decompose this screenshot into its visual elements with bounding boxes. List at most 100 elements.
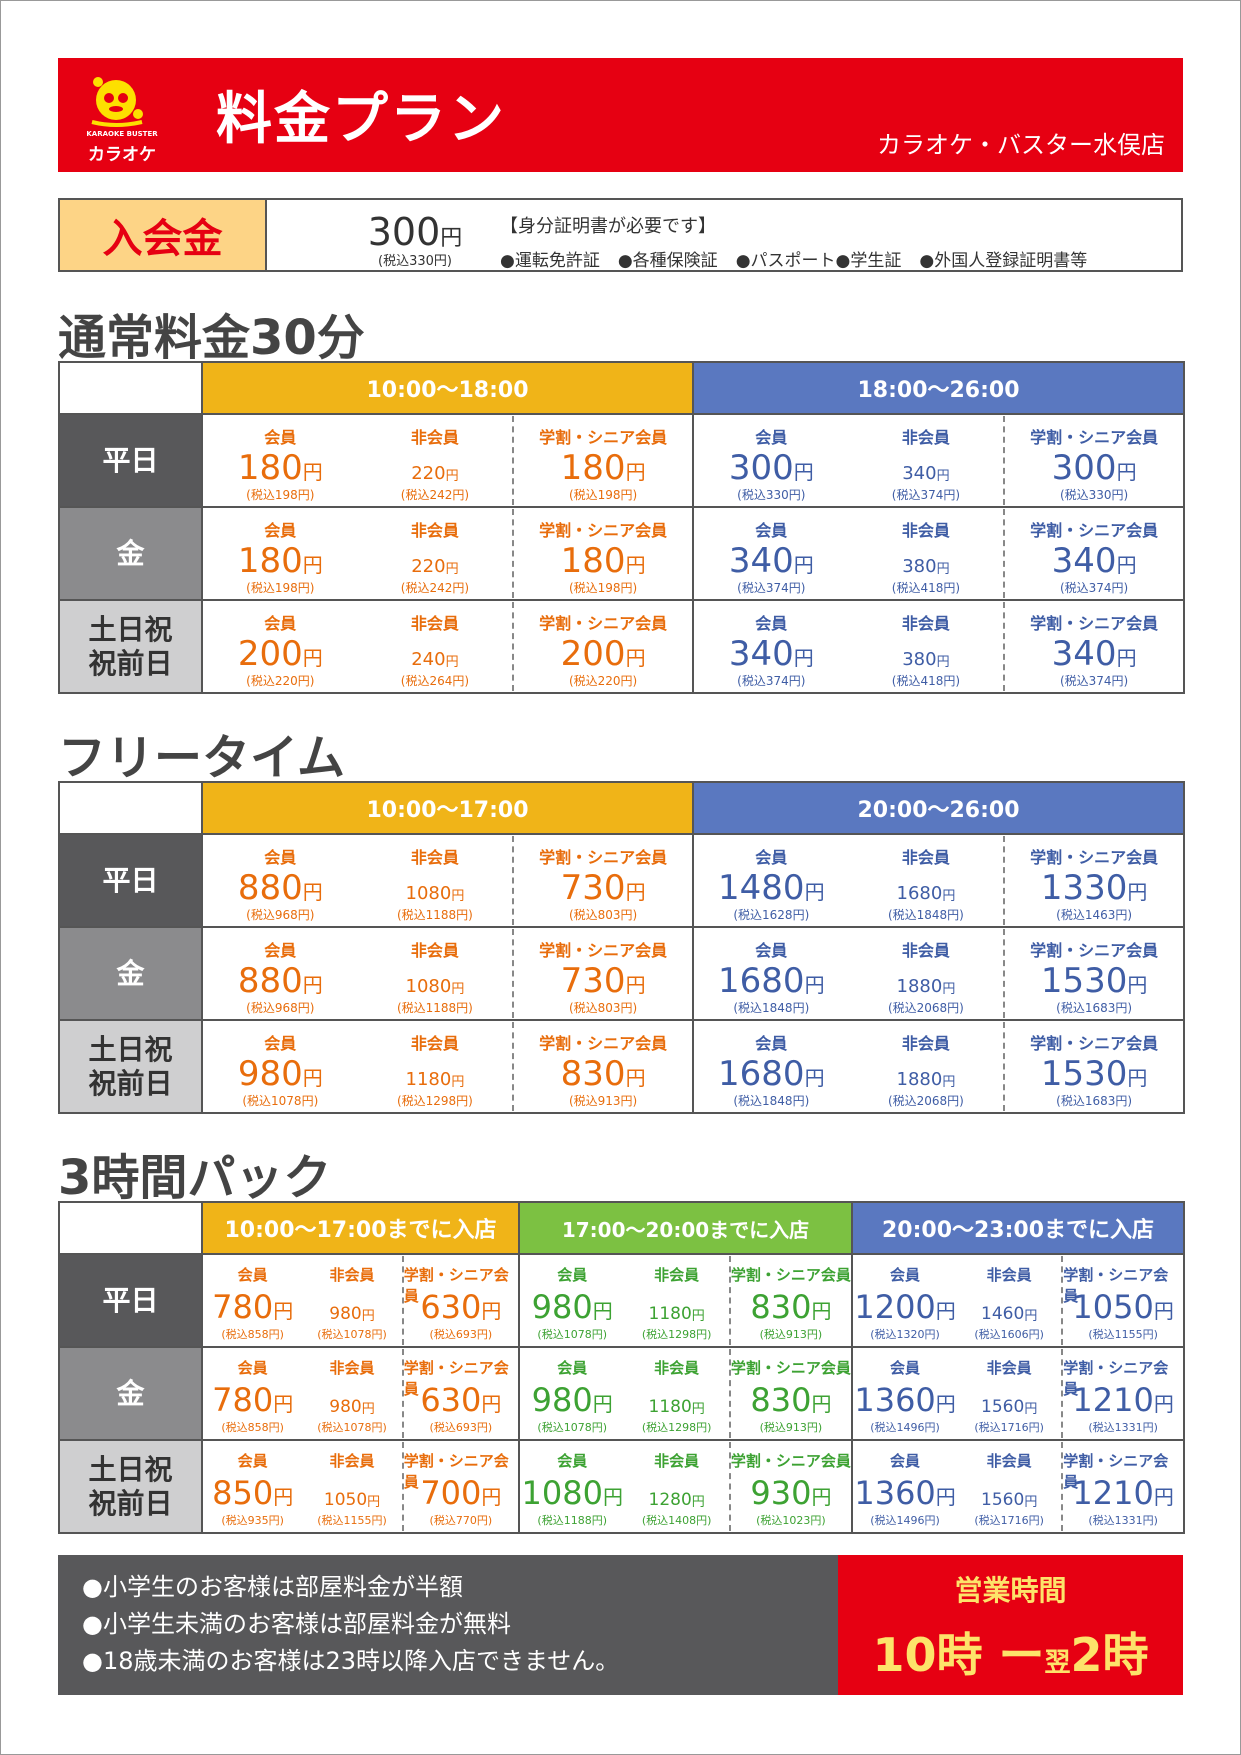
- karaoke-buster-logo: KARAOKE BUSTER カラオケ: [72, 68, 172, 165]
- student-price: 学割・シニア会員 340 円 (税込374円): [1003, 602, 1183, 691]
- tax-included: (税込913円): [568, 1094, 638, 1108]
- period-header: 10:00〜17:00: [201, 781, 694, 835]
- price-value: 1680: [896, 883, 943, 904]
- tax-included: (税込1408円): [641, 1514, 712, 1527]
- tax-included: (税込770円): [429, 1514, 493, 1527]
- period-header: 17:00〜20:00までに入店: [518, 1201, 853, 1255]
- tax-included: (税込968円): [246, 1001, 315, 1015]
- tax-included: (税込1848円): [887, 908, 964, 922]
- price-group: 会員 1680 円 (税込1848円) 非会員 1880 円 (税込2068円) 学割・シニア会…: [694, 1022, 1183, 1111]
- nonmember-price: 非会員 220 円 (税込242円): [358, 509, 513, 598]
- tax-included: (税込1298円): [641, 1328, 712, 1341]
- student-label: 学割・シニア会員: [1063, 1266, 1169, 1305]
- yen-unit: 円: [936, 562, 950, 577]
- student-price: 学割・シニア会員 730 円 (税込803円): [512, 836, 692, 925]
- day-label: 土日祝 祝前日: [58, 1439, 203, 1534]
- business-hours-title: 営業時間: [954, 1574, 1067, 1607]
- member-price: 会員 980 円 (税込1078円): [520, 1349, 624, 1438]
- price-value: 240: [411, 649, 446, 670]
- tax-included: (税込1628円): [733, 908, 810, 922]
- yen-unit: 円: [302, 1066, 323, 1090]
- footer: ●小学生のお客様は部屋料金が半額 ●小学生未満のお客様は部屋料金が無料 ●18歳…: [58, 1555, 1183, 1695]
- price-value: 340: [1051, 634, 1117, 674]
- price-value: 980: [329, 1397, 362, 1417]
- yen-unit: 円: [935, 1485, 956, 1509]
- nonmember-amount: 1560 円: [981, 1474, 1037, 1514]
- price-value: 980: [329, 1304, 362, 1324]
- student-amount: 830 円: [750, 1381, 831, 1421]
- price-cell: 会員 200 円 (税込220円) 非会員 240 円 (税込264円) 学割・シニア会員 200…: [201, 599, 694, 694]
- yen-unit: 円: [935, 1392, 956, 1416]
- price-value: 980: [237, 1054, 303, 1094]
- price-value: 1210: [1072, 1381, 1154, 1419]
- nonmember-label: 非会員: [901, 428, 950, 447]
- id-list: ●運転免許証 ●各種保険証 ●パスポート●学生証 ●外国人登録証明書等: [500, 246, 1087, 271]
- student-label: 学割・シニア会員: [730, 1359, 851, 1377]
- price-group: 会員 300 円 (税込330円) 非会員 340 円 (税込374円) 学割・シニア会員 300…: [694, 416, 1183, 505]
- student-amount: 1530 円: [1041, 961, 1148, 1001]
- student-price: 学割・シニア会員 830 円 (税込913円): [728, 1349, 851, 1438]
- price-group: 会員 340 円 (税込374円) 非会員 380 円 (税込418円) 学割・シニア会員 340…: [694, 602, 1183, 691]
- price-value: 340: [728, 541, 794, 581]
- note-item: ●小学生未満のお客様は部屋料金が無料: [82, 1610, 511, 1638]
- price-value: 1080: [405, 883, 452, 904]
- student-price: 学割・シニア会員 830 円 (税込913円): [512, 1022, 692, 1111]
- yen-unit: 円: [302, 880, 323, 904]
- hours-dash: ー: [998, 1628, 1045, 1682]
- nonmember-amount: 1880 円: [897, 1054, 956, 1094]
- day-label: 平日: [58, 833, 203, 928]
- student-label: 学割・シニア会員: [539, 428, 668, 447]
- yen-unit: 円: [811, 1392, 832, 1416]
- yen-unit: 円: [811, 1485, 832, 1509]
- student-price: 学割・シニア会員 1530 円 (税込1683円): [1003, 1022, 1183, 1111]
- yen-unit: 円: [445, 469, 459, 484]
- yen-unit: 円: [804, 880, 825, 904]
- tax-included: (税込1155円): [1088, 1328, 1158, 1341]
- student-amount: 930 円: [750, 1474, 831, 1514]
- id-item: ●各種保険証: [617, 251, 718, 271]
- price-cell: 会員 300 円 (税込330円) 非会員 340 円 (税込374円) 学割・シニア会員 300…: [692, 413, 1185, 508]
- tax-included: (税込935円): [221, 1514, 284, 1527]
- yen-unit: 円: [625, 973, 646, 997]
- yen-unit: 円: [481, 1299, 502, 1323]
- yen-unit: 円: [1024, 1495, 1038, 1510]
- nonmember-label: 非会員: [654, 1452, 700, 1470]
- yen-unit: 円: [625, 880, 646, 904]
- price-value: 830: [560, 1054, 626, 1094]
- price-value: 850: [212, 1474, 274, 1512]
- nonmember-price: 非会員 1180 円 (税込1298円): [358, 1022, 513, 1111]
- price-cell: 会員 880 円 (税込968円) 非会員 1080 円 (税込1188円) 学割・シニア会員 7…: [201, 926, 694, 1021]
- nonmember-price: 非会員 1560 円 (税込1716円): [957, 1442, 1061, 1531]
- student-price: 学割・シニア会員 180 円 (税込198円): [512, 416, 692, 505]
- member-amount: 1680 円: [718, 961, 825, 1001]
- price-cell: 会員 1480 円 (税込1628円) 非会員 1680 円 (税込1848円) 学割・シニア会…: [692, 833, 1185, 928]
- member-amount: 1080 円: [522, 1474, 623, 1514]
- student-label: 学割・シニア会員: [730, 1452, 851, 1470]
- member-label: 会員: [890, 1359, 921, 1377]
- yen-unit: 円: [691, 1495, 705, 1510]
- tax-included: (税込1331円): [1088, 1514, 1158, 1527]
- price-value: 1180: [648, 1397, 692, 1417]
- day-label: 土日祝 祝前日: [58, 1019, 203, 1114]
- member-amount: 300 円: [729, 448, 814, 488]
- price-cell: 会員 1360 円 (税込1496円) 非会員 1560 円 (税込1716円) 学割・シニア会…: [851, 1346, 1185, 1441]
- nonmember-label: 非会員: [654, 1266, 700, 1284]
- price-value: 780: [212, 1381, 274, 1419]
- mascot-icon: [91, 77, 143, 127]
- price-value: 340: [728, 634, 794, 674]
- tax-included: (税込1188円): [396, 1001, 473, 1015]
- tax-included: (税込1188円): [396, 908, 473, 922]
- nonmember-price: 非会員 1050 円 (税込1155円): [302, 1442, 401, 1531]
- price-value: 700: [420, 1474, 482, 1512]
- student-label: 学割・シニア会員: [1030, 428, 1159, 447]
- member-label: 会員: [264, 521, 297, 540]
- nonmember-amount: 1180 円: [649, 1381, 705, 1421]
- yen-unit: 円: [942, 889, 956, 904]
- member-price: 会員 1480 円 (税込1628円): [694, 836, 849, 925]
- day-label: 土日祝 祝前日: [58, 599, 203, 694]
- brand-kana: カラオケ: [88, 145, 156, 165]
- price-value: 1560: [981, 1397, 1025, 1417]
- tax-included: (税込374円): [737, 674, 806, 688]
- id-requirement-title: 【身分証明書が必要です】: [500, 216, 716, 237]
- member-amount: 1360 円: [854, 1474, 955, 1514]
